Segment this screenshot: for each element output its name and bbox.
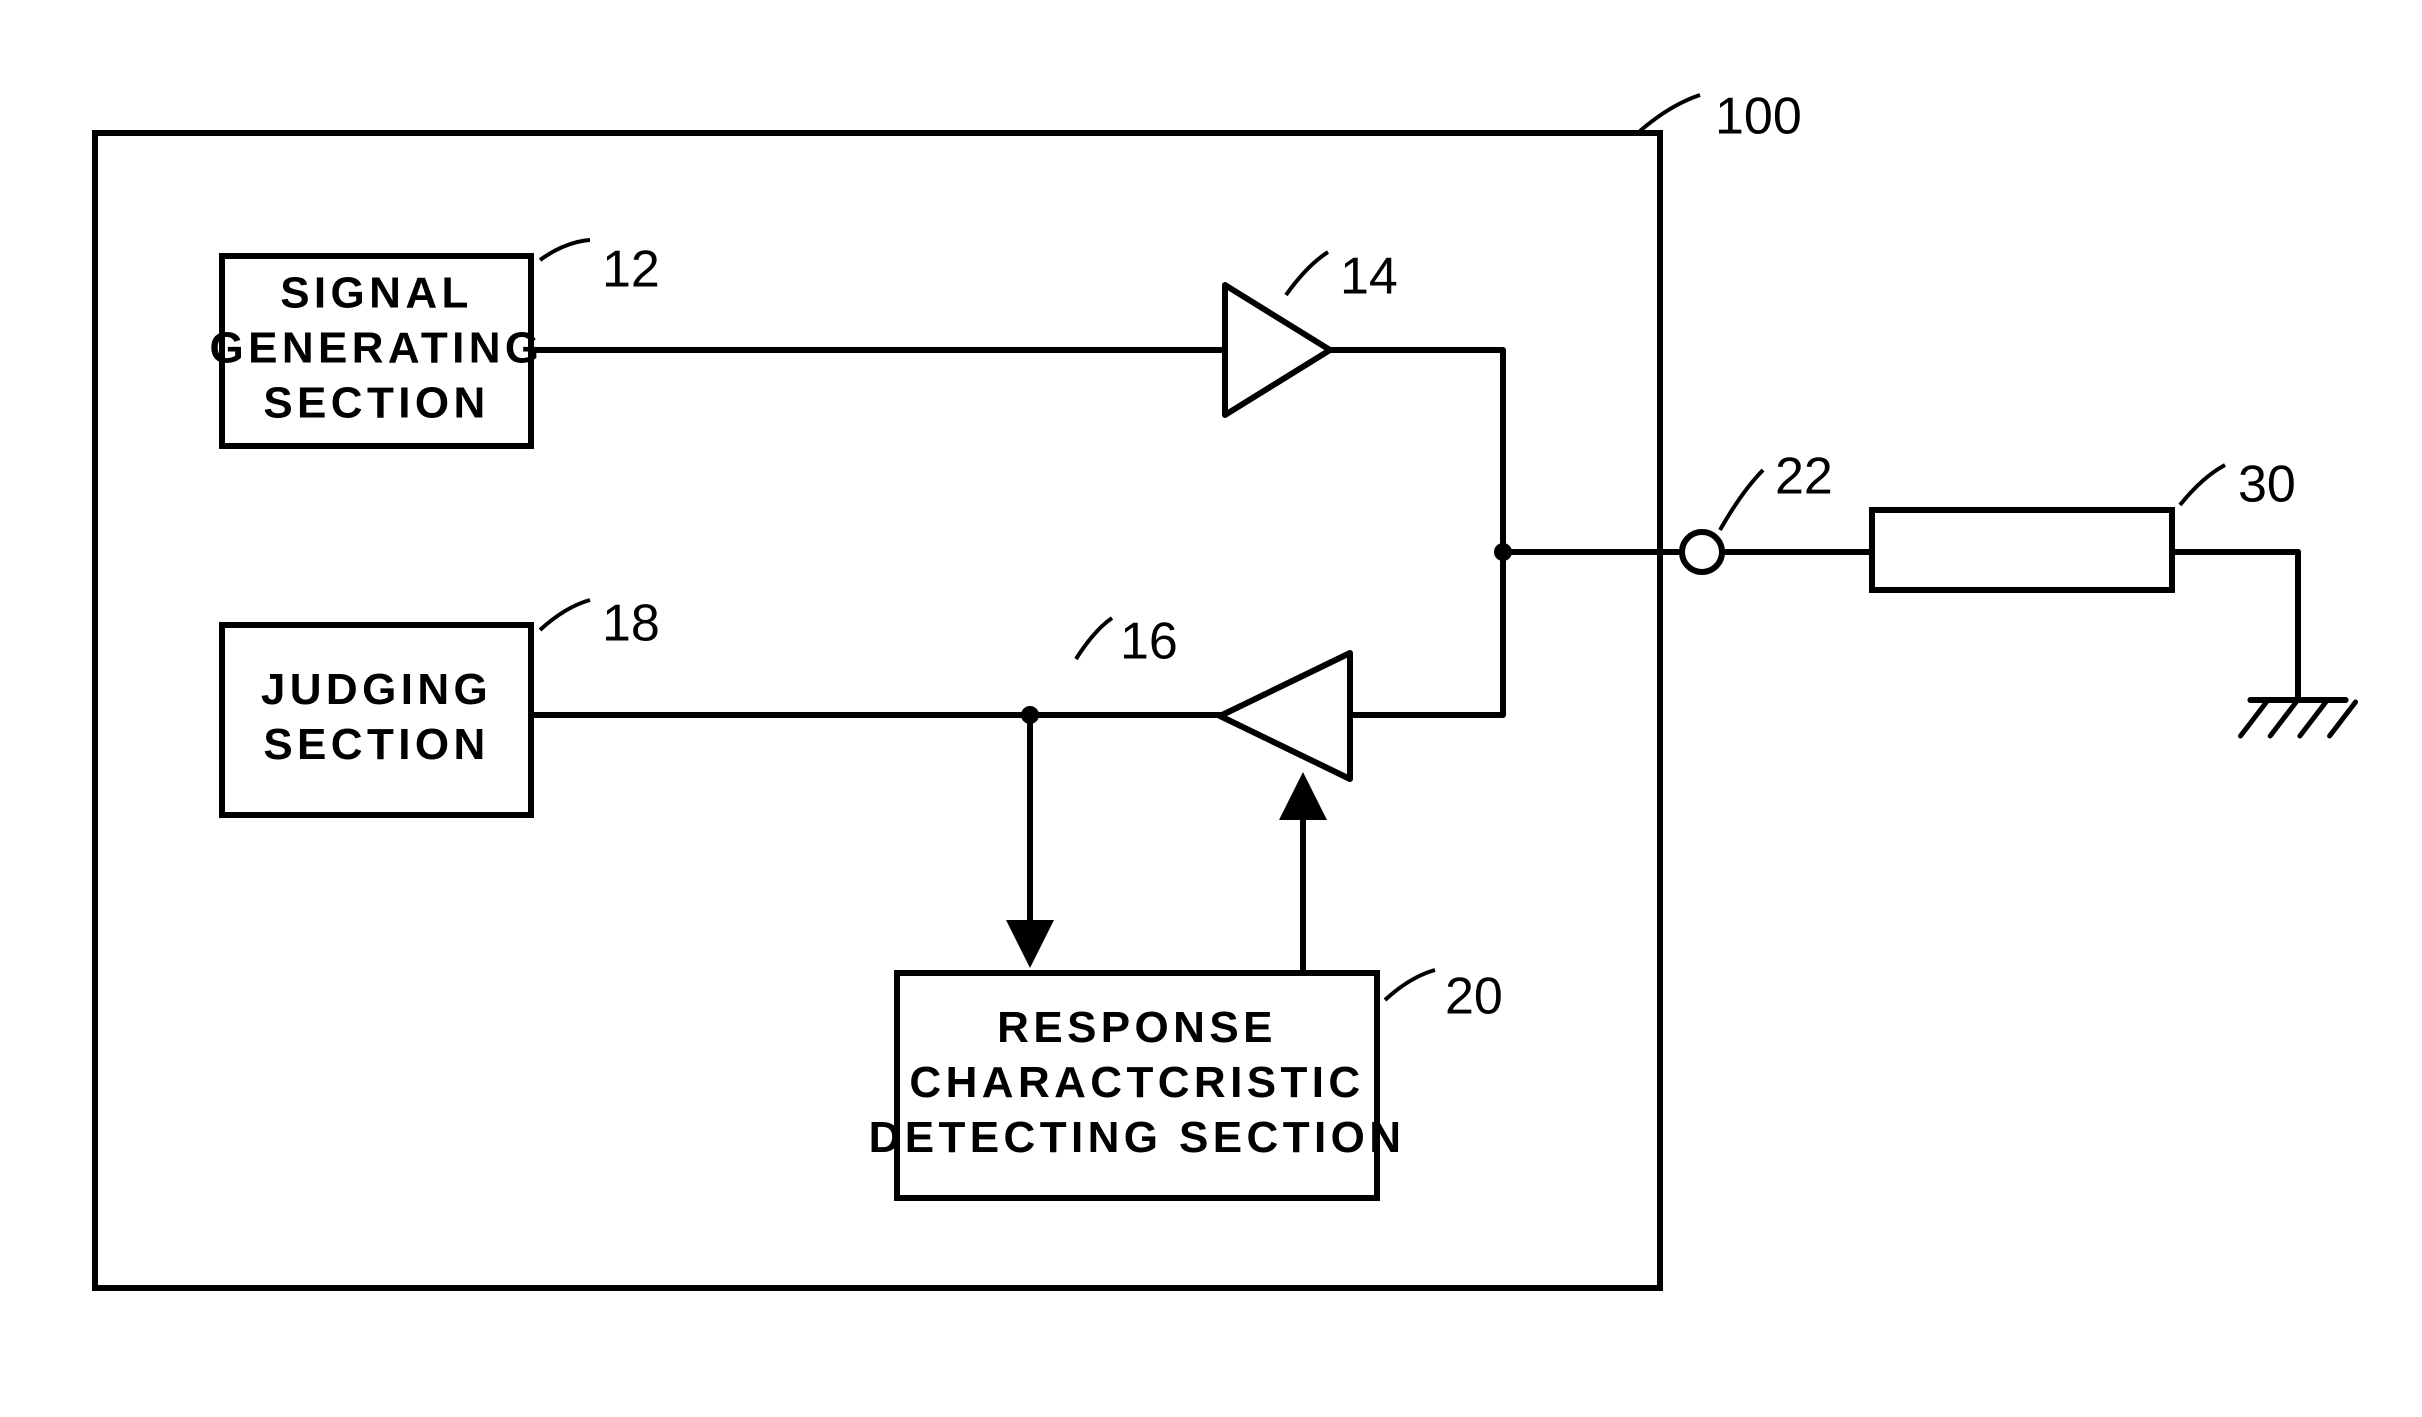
ref-14: 14 bbox=[1340, 248, 1398, 306]
ref-22: 22 bbox=[1775, 448, 1833, 506]
node-0 bbox=[1494, 543, 1512, 561]
svg-text:SECTION: SECTION bbox=[263, 379, 489, 428]
ref-16: 16 bbox=[1120, 613, 1178, 671]
receiver-amp-icon bbox=[1220, 653, 1350, 779]
ref-12: 12 bbox=[602, 241, 660, 299]
signal_gen-label: SIGNAL GENERATING SECTION bbox=[209, 269, 543, 428]
ref-100: 100 bbox=[1715, 88, 1802, 146]
wire-branch-receiver bbox=[1350, 552, 1503, 715]
dut-box bbox=[1872, 510, 2172, 590]
svg-text:SECTION: SECTION bbox=[263, 720, 489, 769]
ref-30: 30 bbox=[2238, 456, 2296, 514]
node-1 bbox=[1021, 706, 1039, 724]
ref-20: 20 bbox=[1445, 968, 1503, 1026]
svg-text:SIGNAL: SIGNAL bbox=[280, 269, 473, 318]
svg-text:DETECTING SECTION: DETECTING SECTION bbox=[869, 1113, 1406, 1162]
svg-text:RESPONSE: RESPONSE bbox=[997, 1003, 1277, 1052]
judging-label: JUDGING SECTION bbox=[261, 665, 492, 769]
response-label: RESPONSE CHARACTCRISTIC DETECTING SECTION bbox=[869, 1003, 1406, 1162]
terminal-22 bbox=[1682, 532, 1722, 572]
ref-18: 18 bbox=[602, 595, 660, 653]
wire-driver-branch bbox=[1330, 350, 1503, 552]
svg-text:CHARACTCRISTIC: CHARACTCRISTIC bbox=[909, 1058, 1364, 1107]
svg-text:JUDGING: JUDGING bbox=[261, 665, 492, 714]
svg-text:GENERATING: GENERATING bbox=[209, 324, 543, 373]
driver-amp-icon bbox=[1225, 285, 1330, 415]
